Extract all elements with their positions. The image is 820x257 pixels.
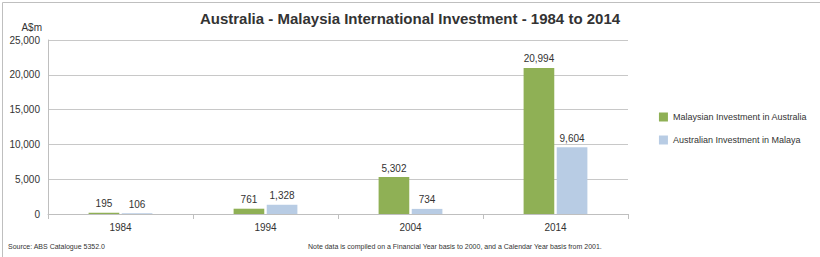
svg-text:9,604: 9,604 xyxy=(560,133,585,144)
svg-text:Source: ABS Catalogue 5352.0: Source: ABS Catalogue 5352.0 xyxy=(8,243,105,251)
svg-text:A$m: A$m xyxy=(21,22,42,33)
svg-text:20,994: 20,994 xyxy=(524,53,555,64)
svg-text:106: 106 xyxy=(129,199,146,210)
svg-text:2004: 2004 xyxy=(399,222,422,233)
svg-text:15,000: 15,000 xyxy=(9,104,40,115)
svg-text:Note data is compiled on a Fin: Note data is compiled on a Financial Yea… xyxy=(308,243,602,251)
svg-text:1984: 1984 xyxy=(109,222,132,233)
svg-text:25,000: 25,000 xyxy=(9,35,40,46)
svg-text:Malaysian Investment in Austra: Malaysian Investment in Australia xyxy=(673,112,807,122)
svg-text:195: 195 xyxy=(96,198,113,209)
svg-text:10,000: 10,000 xyxy=(9,139,40,150)
svg-text:0: 0 xyxy=(34,209,40,220)
svg-text:20,000: 20,000 xyxy=(9,69,40,80)
svg-text:1,328: 1,328 xyxy=(270,190,295,201)
svg-text:2014: 2014 xyxy=(544,222,567,233)
svg-text:761: 761 xyxy=(241,194,258,205)
svg-text:5,302: 5,302 xyxy=(381,163,406,174)
svg-text:Australian Investment in Malay: Australian Investment in Malaya xyxy=(673,135,801,145)
svg-text:Australia - Malaysia Internati: Australia - Malaysia International Inves… xyxy=(200,10,621,27)
svg-text:5,000: 5,000 xyxy=(15,174,40,185)
svg-text:1994: 1994 xyxy=(254,222,277,233)
svg-text:734: 734 xyxy=(419,194,436,205)
